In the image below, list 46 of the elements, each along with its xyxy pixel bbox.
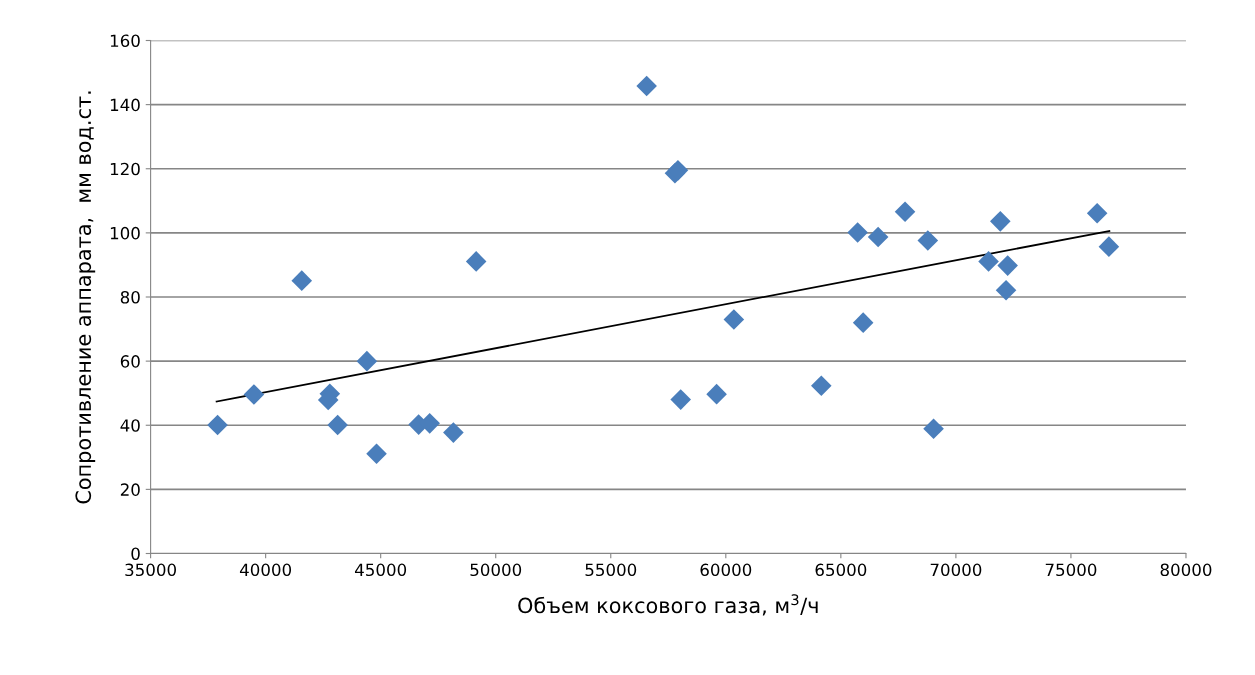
point (207, 414, 228, 436)
x-tick-label: 60000 (700, 563, 752, 577)
x-tick-label: 80000 (1160, 563, 1212, 577)
point (867, 226, 889, 248)
point (291, 270, 313, 291)
y-tick-label: 20 (120, 483, 140, 496)
point (636, 75, 657, 97)
point (990, 211, 1011, 232)
point (894, 201, 916, 223)
x-tick-label: 50000 (470, 563, 522, 577)
y-tick-label: 60 (120, 355, 140, 368)
point (706, 383, 727, 405)
point (356, 350, 378, 372)
point (366, 443, 387, 465)
x-tick-label: 35000 (125, 563, 176, 577)
y-tick-label: 120 (110, 162, 140, 176)
point (997, 255, 1018, 276)
x-axis-title: Объем коксового газа, м$^{3}$/ч (518, 594, 818, 616)
point (443, 422, 464, 443)
point (1086, 203, 1108, 224)
point (978, 251, 999, 272)
x-tick-label: 55000 (585, 563, 637, 577)
point (917, 230, 939, 251)
y-tick-label: 140 (110, 98, 140, 112)
point (327, 414, 348, 436)
point (243, 384, 265, 405)
point (1098, 236, 1120, 257)
point (995, 279, 1017, 301)
y-tick-label: 0 (131, 547, 140, 561)
point (670, 389, 692, 410)
y-tick-label: 80 (120, 290, 140, 304)
point (723, 309, 745, 330)
x-tick-label: 65000 (815, 563, 867, 577)
x-tick-label: 40000 (239, 563, 292, 577)
point (810, 375, 832, 397)
point (465, 251, 487, 272)
x-tick-label: 75000 (1045, 563, 1097, 577)
point (923, 418, 944, 440)
point (847, 222, 868, 243)
x-tick-label: 70000 (930, 563, 982, 577)
x-tick-label: 45000 (354, 563, 407, 577)
y-tick-label: 40 (120, 419, 140, 432)
y-tick-label: 100 (110, 226, 140, 240)
point (852, 312, 874, 333)
y-tick-label: 160 (110, 34, 140, 48)
y-axis-title: Сопротивление аппарата, мм вод.ст. (75, 91, 96, 504)
